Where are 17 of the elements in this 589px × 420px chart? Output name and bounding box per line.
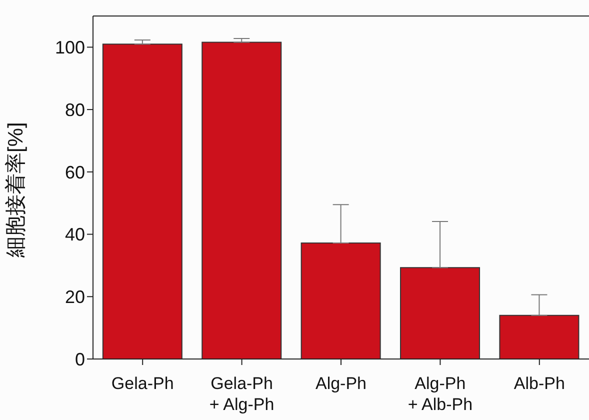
x-tick-label: Alb-Ph <box>514 374 565 393</box>
y-tick-label: 60 <box>64 162 85 182</box>
x-tick-label: Gela-Ph + Alg-Ph <box>209 374 274 414</box>
bar <box>300 242 381 359</box>
x-tick-label: Alg-Ph <box>315 374 367 393</box>
bar <box>400 267 480 359</box>
y-tick-label: 40 <box>64 224 85 245</box>
bar <box>499 314 580 359</box>
x-tick-label: Gela-Ph <box>111 374 174 393</box>
y-tick-label: 100 <box>54 38 85 58</box>
x-tick-label: Alg-Ph + Alb-Ph <box>408 374 473 414</box>
bar <box>102 44 182 359</box>
bar <box>202 42 282 359</box>
y-tick-label: 80 <box>64 100 85 120</box>
y-tick-label: 20 <box>64 287 85 308</box>
y-axis-title: 細胞接着率[%] <box>4 122 28 258</box>
y-tick-label: 0 <box>74 349 85 370</box>
